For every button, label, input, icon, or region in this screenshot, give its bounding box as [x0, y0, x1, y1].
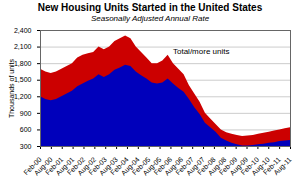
svg-text:1,200: 1,200: [14, 93, 32, 100]
svg-text:Total/more units: Total/more units: [173, 47, 229, 56]
svg-text:900: 900: [20, 110, 32, 117]
svg-text:300: 300: [20, 143, 32, 150]
svg-text:Feb-11: Feb-11: [261, 155, 282, 176]
svg-text:2,400: 2,400: [14, 27, 32, 34]
svg-text:Thousands of units: Thousands of units: [8, 58, 15, 118]
svg-text:1,800: 1,800: [14, 60, 32, 67]
html-text:New Housing Units Started in t: New Housing Units Started in the United …: [37, 2, 263, 13]
html-text:Seasonally Adjusted Annual Rat: Seasonally Adjusted Annual Rate: [90, 14, 210, 23]
svg-text:Aug-11: Aug-11: [272, 156, 293, 176]
svg-text:1,500: 1,500: [14, 76, 32, 83]
svg-text:2,100: 2,100: [14, 43, 32, 50]
svg-text:600: 600: [20, 126, 32, 133]
